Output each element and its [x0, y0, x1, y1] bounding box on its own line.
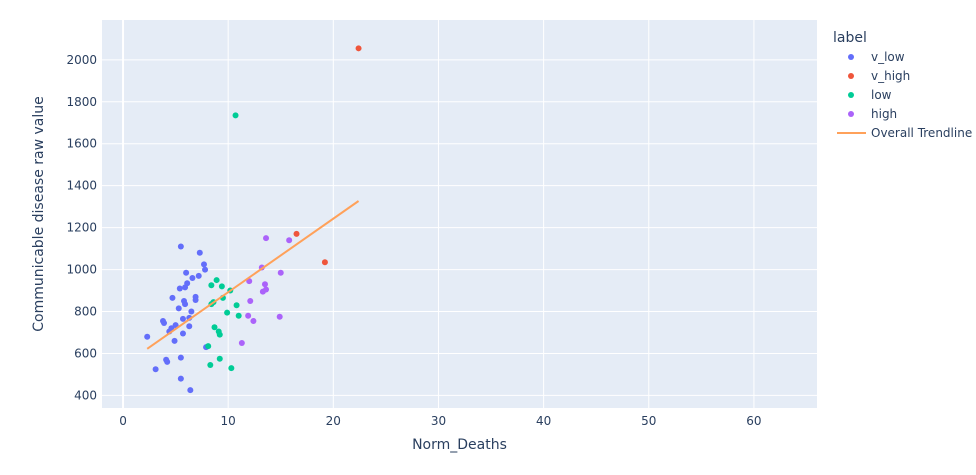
data-point-v-low	[182, 301, 189, 308]
plot-background	[102, 20, 817, 408]
y-tick-label: 400	[74, 388, 97, 402]
x-tick-label: 20	[326, 414, 341, 428]
y-tick-label: 1600	[66, 137, 97, 151]
data-point-high	[276, 313, 283, 320]
legend-label: Overall Trendline	[871, 126, 972, 140]
data-point-low	[207, 362, 214, 369]
data-point-v-low	[202, 266, 209, 273]
data-point-v-low	[169, 294, 176, 301]
x-tick-label: 30	[431, 414, 446, 428]
y-tick-label: 1800	[66, 95, 97, 109]
data-point-low	[232, 112, 239, 119]
data-point-v-low	[164, 358, 171, 365]
data-point-high	[261, 281, 268, 288]
data-point-high	[286, 237, 293, 244]
x-tick-label: 40	[536, 414, 551, 428]
data-point-v-low	[183, 269, 190, 276]
data-point-low	[208, 282, 215, 289]
data-point-low	[211, 324, 218, 331]
y-axis-title: Communicable disease raw value	[31, 96, 47, 331]
data-point-low	[233, 302, 240, 309]
data-point-v-low	[192, 296, 199, 303]
data-point-high	[277, 269, 284, 276]
data-point-low	[216, 355, 223, 362]
data-point-v-high	[355, 45, 362, 52]
data-point-low	[224, 309, 231, 316]
x-tick-label: 60	[746, 414, 761, 428]
legend-marker-low	[848, 92, 854, 98]
data-point-low	[235, 312, 242, 319]
y-tick-label: 2000	[66, 53, 97, 67]
data-point-low	[213, 277, 220, 284]
data-point-v-low	[187, 387, 194, 394]
y-tick-label: 1000	[66, 263, 97, 277]
data-point-v-low	[186, 323, 193, 330]
y-tick-label: 1400	[66, 179, 97, 193]
legend-label: v_low	[871, 50, 905, 64]
legend-marker-high	[848, 111, 854, 117]
data-point-v-low	[177, 375, 184, 382]
y-tick-label: 600	[74, 346, 97, 360]
data-point-low	[205, 343, 212, 350]
data-point-v-low	[200, 261, 207, 268]
data-point-v-low	[184, 280, 191, 287]
legend-label: v_high	[871, 69, 910, 83]
data-point-v-high	[321, 259, 328, 266]
x-tick-label: 0	[119, 414, 127, 428]
data-point-v-low	[161, 320, 168, 327]
x-tick-label: 50	[641, 414, 656, 428]
data-point-high	[238, 339, 245, 346]
data-point-v-low	[144, 333, 151, 340]
y-tick-label: 800	[74, 305, 97, 319]
data-point-high	[245, 312, 252, 319]
data-point-low	[216, 331, 223, 338]
legend-label: low	[871, 88, 892, 102]
data-point-v-low	[195, 272, 202, 279]
data-point-v-low	[176, 285, 183, 292]
data-point-v-low	[188, 308, 195, 315]
y-tick-label: 1200	[66, 221, 97, 235]
data-point-v-low	[179, 330, 186, 337]
x-axis-title: Norm_Deaths	[412, 437, 507, 453]
data-point-v-low	[196, 249, 203, 256]
data-point-v-high	[293, 230, 300, 237]
data-point-low	[218, 283, 225, 290]
data-point-v-low	[172, 322, 179, 329]
data-point-v-low	[175, 305, 182, 312]
trendline	[146, 200, 360, 350]
data-point-high	[250, 317, 257, 324]
data-point-v-low	[152, 366, 159, 373]
data-point-high	[247, 298, 254, 305]
legend-label: high	[871, 107, 897, 121]
x-tick-label: 10	[221, 414, 236, 428]
data-point-v-low	[189, 274, 196, 281]
legend-marker-v-low	[848, 54, 854, 60]
data-point-v-low	[177, 243, 184, 250]
data-point-v-low	[171, 337, 178, 344]
data-point-high	[263, 235, 270, 242]
data-point-v-low	[177, 354, 184, 361]
data-point-v-low	[179, 315, 186, 322]
legend-title: label	[833, 30, 867, 46]
data-point-high	[263, 286, 270, 293]
data-point-low	[228, 365, 235, 372]
legend-marker-v-high	[848, 73, 854, 79]
